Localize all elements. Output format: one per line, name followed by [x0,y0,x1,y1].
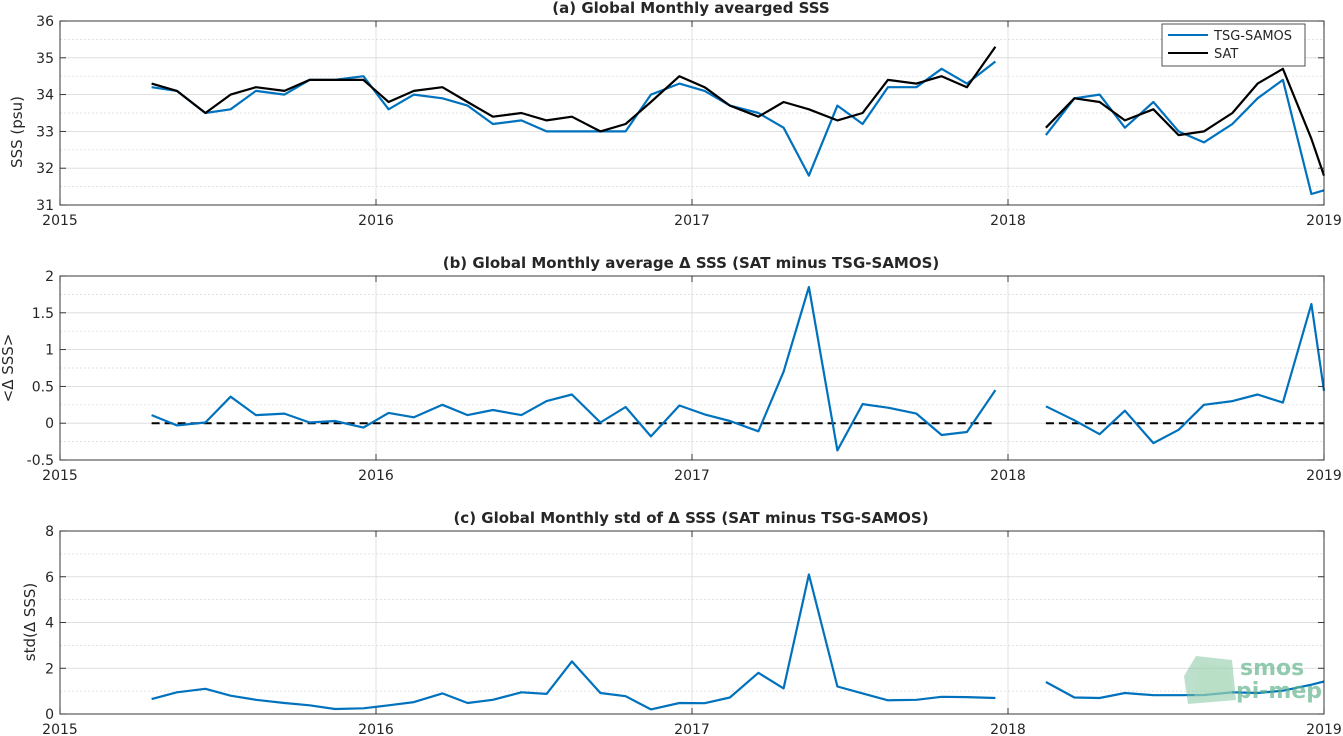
panel-b-title: (b) Global Monthly average Δ SSS (SAT mi… [443,254,940,272]
panel-b-x-tick-label: 2015 [42,468,78,484]
panel-b-x-tick-label: 2018 [990,468,1026,484]
panel-b-y-tick-label: 1 [45,343,54,359]
panel-a-y-tick-label: 32 [36,161,54,177]
panel-b-x-tick-label: 2017 [674,468,710,484]
smos-pimep-logo: smos pi-mep [1184,656,1322,704]
logo-text-pimep: pi-mep [1236,679,1322,704]
panel-c-y-tick-label: 2 [45,661,54,677]
panel-a-title: (a) Global Monthly avearged SSS [552,0,829,17]
panel-b-y-tick-label: 1.5 [32,306,54,322]
logo-emblem-inner [1194,664,1232,698]
panel-b-series-tsg-line [151,285,1326,452]
panel-c-ylabel: std(Δ SSS) [21,583,39,662]
panel-c-x-tick-label: 2019 [1306,722,1342,736]
panel-a: (a) Global Monthly avearged SSS SSS (psu… [8,0,1342,229]
panel-c-y-tick-label: 4 [45,616,54,632]
panel-c-series-tsg-line [151,573,1325,711]
panel-c-title: (c) Global Monthly std of Δ SSS (SAT min… [453,509,928,527]
panel-c-y-tick-label: 6 [45,570,54,586]
panel-a-plot: 31 32 33 34 35 36 2015 2016 2017 2018 2019 [36,14,1342,229]
panel-c-y-tick-label: 8 [45,524,54,540]
panel-a-x-tick-label: 2018 [990,213,1026,229]
panel-c-x-tick-label: 2015 [42,722,78,736]
panel-b-y-tick-label: 0.5 [32,379,54,395]
panel-a-series-tsg-line [151,60,1325,196]
legend: TSG-SAMOS SAT [1161,23,1306,67]
panel-a-y-tick-label: 34 [36,88,54,104]
legend-label-tsg: TSG-SAMOS [1213,29,1292,44]
logo-text-smos: smos [1240,656,1304,681]
panel-a-y-tick-label: 36 [36,14,54,30]
panel-c-plot: 0 2 4 6 8 2015 2016 2017 2018 2019 [42,524,1342,736]
panel-a-x-tick-label: 2017 [674,213,710,229]
panel-a-ylabel: SSS (psu) [8,96,26,168]
panel-b-plot: -0.5 0 0.5 1 1.5 2 2015 2016 2017 2018 2019 [27,269,1342,484]
panel-a-y-tick-label: 33 [36,124,54,140]
panel-b-y-tick-label: 2 [45,269,54,285]
panel-a-x-tick-label: 2015 [42,213,78,229]
panel-a-x-tick-label: 2019 [1306,213,1342,229]
panel-b-x-tick-label: 2019 [1306,468,1342,484]
panel-c-y-tick-label: 0 [45,707,54,723]
panel-b-y-tick-label: 0 [45,416,54,432]
panel-a-x-tick-label: 2016 [358,213,394,229]
panel-c-x-tick-label: 2017 [674,722,710,736]
panel-c-x-tick-label: 2016 [358,722,394,736]
panel-b-x-tick-label: 2016 [358,468,394,484]
panel-c-x-tick-label: 2018 [990,722,1026,736]
panel-a-y-tick-label: 31 [36,198,54,214]
panel-b-y-tick-label: -0.5 [27,453,54,469]
legend-label-sat: SAT [1214,47,1238,62]
panel-a-series-sat-line [151,46,1326,176]
panel-b-ylabel: <Δ SSS> [0,334,17,403]
legend-box [1161,23,1306,67]
panel-b: (b) Global Monthly average Δ SSS (SAT mi… [0,254,1342,484]
panel-c: (c) Global Monthly std of Δ SSS (SAT min… [21,509,1342,736]
panel-a-y-tick-label: 35 [36,51,54,67]
